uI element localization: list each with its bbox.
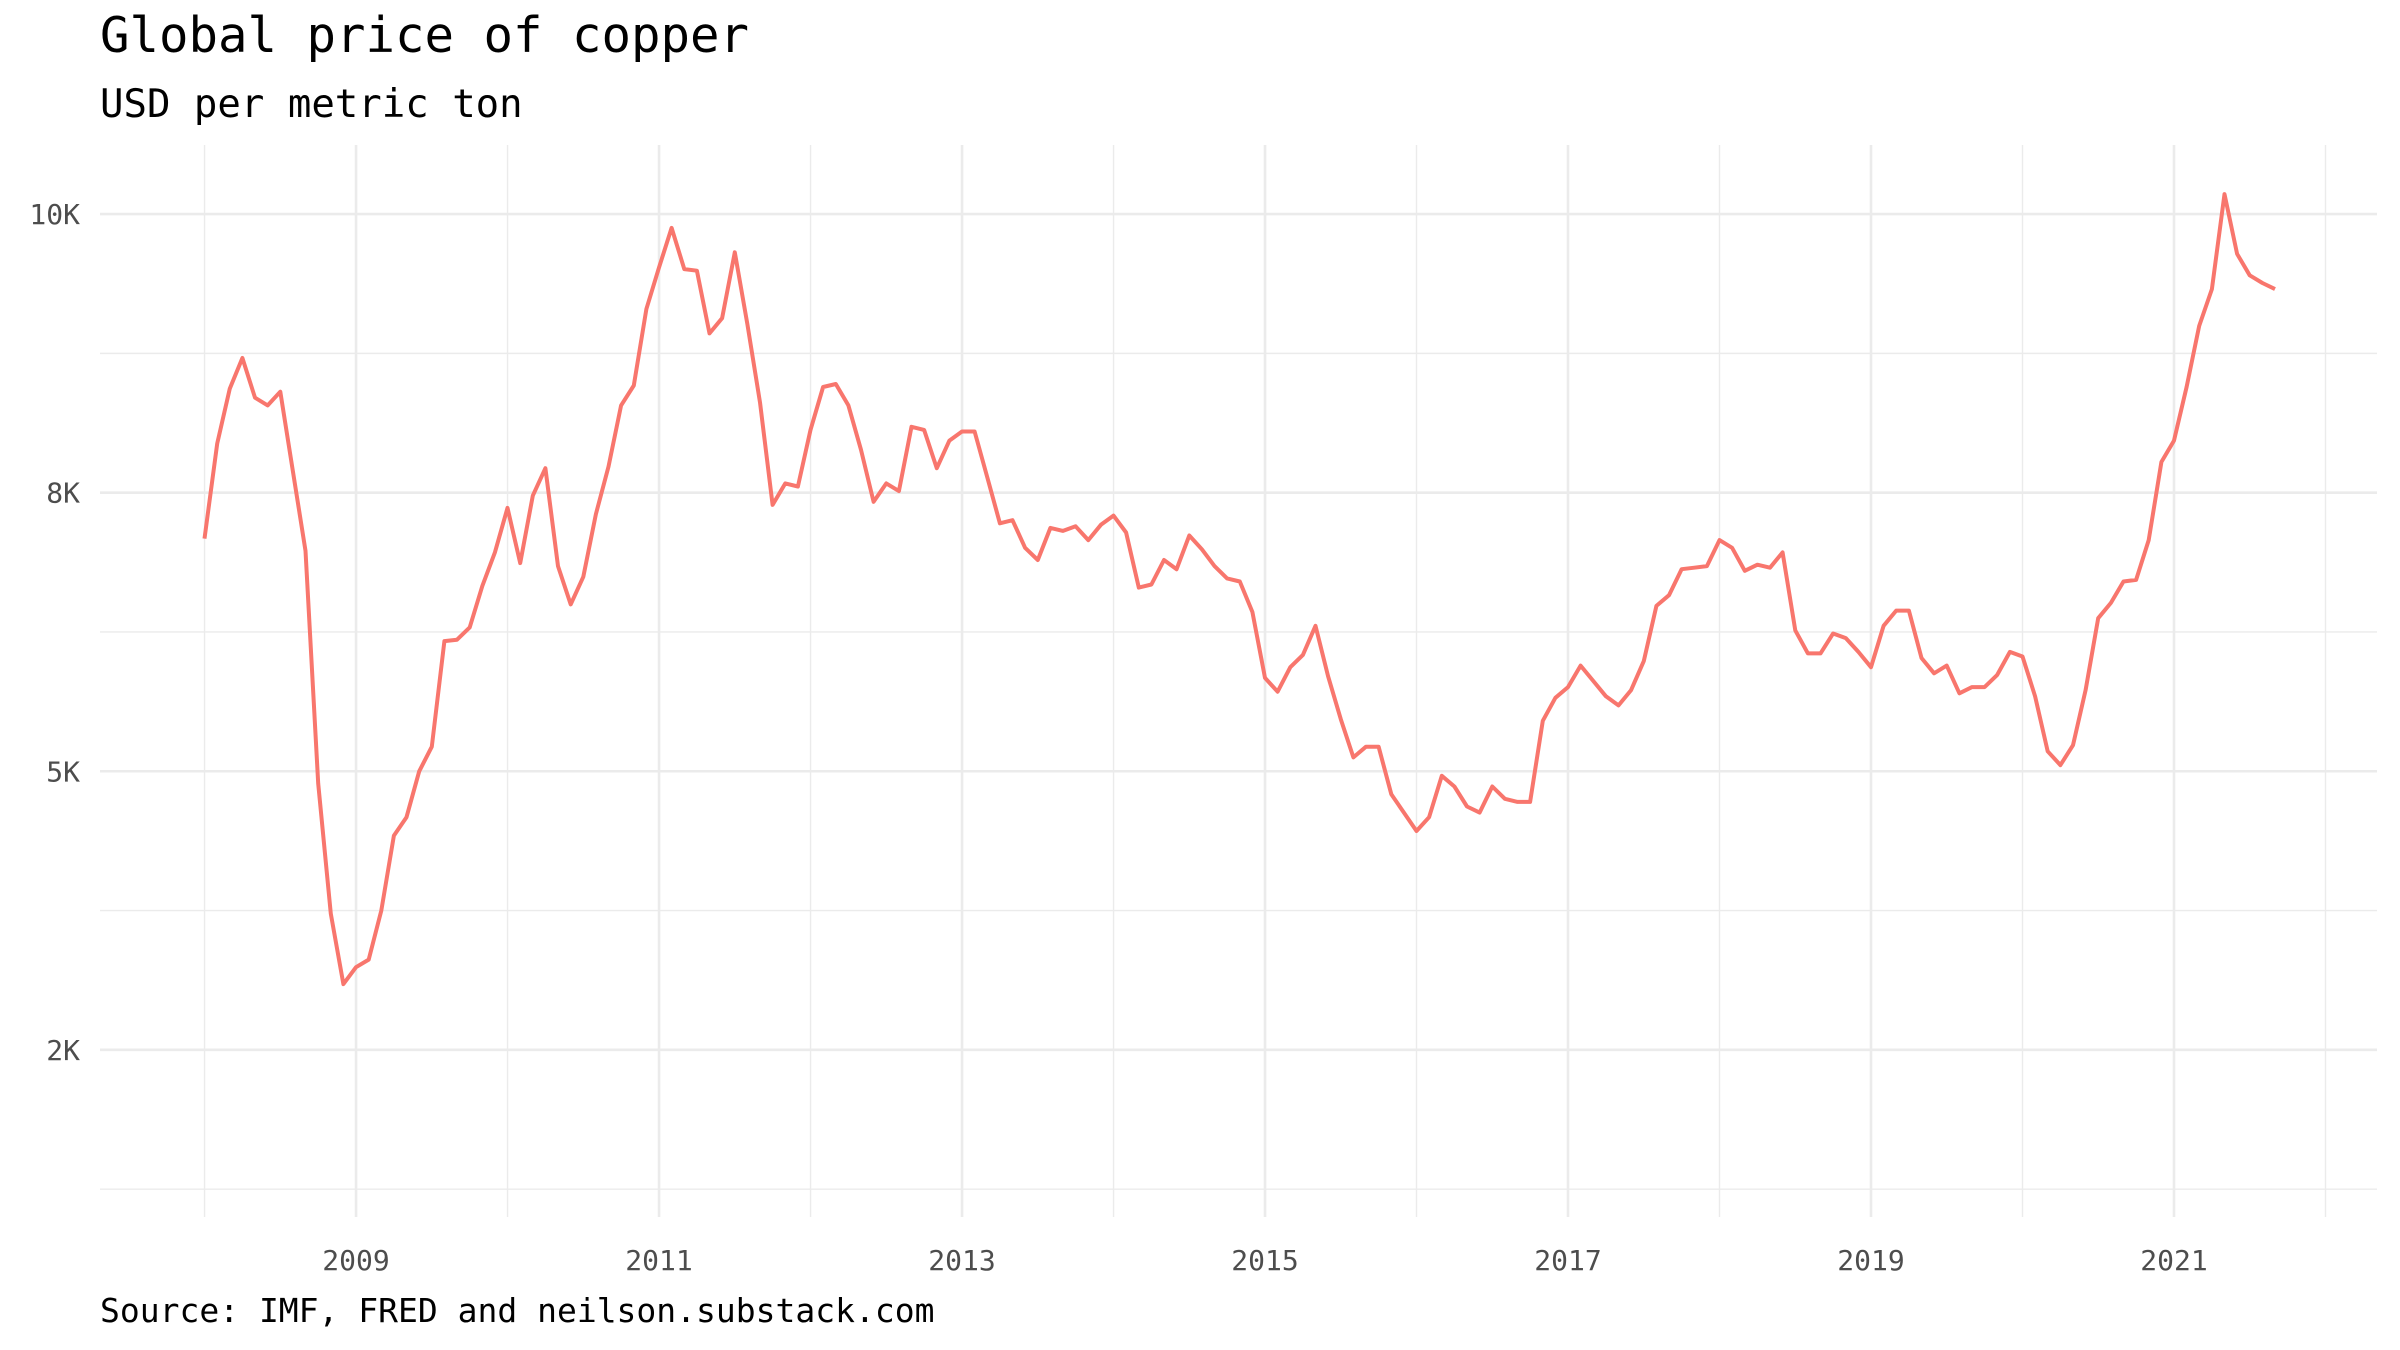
x-tick-label: 2009 <box>322 1244 389 1277</box>
plot: 2K 5K 8K 10K 2009 2011 2013 2015 2017 2019 2021 <box>29 192 2276 1277</box>
x-tick-label: 2015 <box>1231 1244 1298 1277</box>
y-tick-label: 10K <box>29 198 80 231</box>
caption: Source: IMF, FRED and neilson.substack.c… <box>100 1291 934 1330</box>
y-tick-label: 2K <box>46 1034 80 1067</box>
x-tick-label: 2019 <box>1837 1244 1904 1277</box>
grid <box>100 145 2377 1217</box>
x-tick-label: 2021 <box>2140 1244 2207 1277</box>
x-tick-label: 2011 <box>625 1244 692 1277</box>
price-line <box>202 192 2276 987</box>
y-tick-label: 8K <box>46 477 80 510</box>
x-tick-label: 2017 <box>1534 1244 1601 1277</box>
chart-subtitle: USD per metric ton <box>100 82 523 127</box>
chart-title: Global price of copper <box>100 7 749 64</box>
y-tick-label: 5K <box>46 755 80 788</box>
x-tick-label: 2013 <box>928 1244 995 1277</box>
